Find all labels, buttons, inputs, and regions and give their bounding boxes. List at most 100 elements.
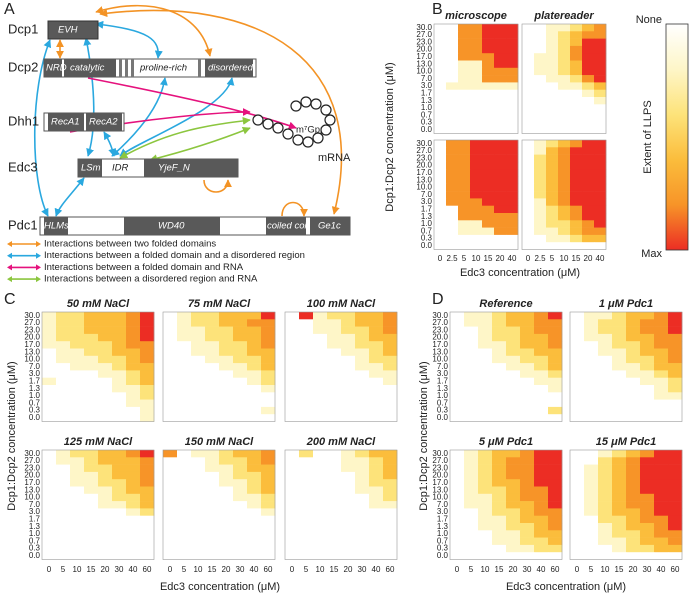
heatmap-cell (640, 515, 655, 524)
heatmap-cell (233, 537, 248, 546)
heatmap-cell (285, 508, 300, 516)
y-tick-label: 0.0 (421, 125, 433, 134)
heatmap-cell (126, 392, 141, 400)
heatmap-cell (434, 242, 447, 250)
heatmap-cell (219, 464, 234, 473)
heatmap-cell (612, 385, 627, 393)
heatmap-cell (285, 493, 300, 502)
heatmap-cell (205, 508, 220, 516)
heatmap-cell (612, 377, 627, 386)
heatmap-cell (598, 450, 613, 458)
heatmap-cell (558, 24, 571, 32)
heatmap-cell (546, 111, 559, 120)
heatmap-cell (654, 515, 669, 524)
heatmap-cell (341, 457, 356, 465)
heatmap-cell (70, 399, 85, 408)
heatmap-cell (219, 348, 234, 357)
heatmap-cell (327, 515, 342, 524)
heatmap-cell (140, 333, 155, 342)
heatmap-cell (163, 515, 178, 524)
heatmap-cell (654, 493, 669, 502)
heatmap-cell (450, 385, 465, 393)
heatmap-cell (582, 154, 595, 163)
heatmap-cell (140, 479, 155, 487)
heatmap-cell (534, 75, 547, 83)
heatmap-cell (654, 319, 669, 327)
heatmap-cell (482, 213, 495, 221)
heatmap-cell (261, 363, 276, 371)
heatmap-cell (464, 457, 479, 465)
heatmap-cell (626, 464, 641, 473)
heatmap-cell (219, 523, 234, 531)
heatmap-cell (594, 227, 607, 236)
heatmap-cell (594, 24, 607, 32)
heatmap-cell (355, 486, 370, 495)
heatmap-cell (285, 450, 300, 458)
x-tick-label: 20 (344, 565, 353, 574)
heatmap-cell (640, 319, 655, 327)
heatmap-cell (42, 399, 57, 408)
heatmap-cell (546, 176, 559, 185)
heatmap-cell (126, 377, 141, 386)
heatmap-cell (327, 333, 342, 342)
heatmap-cell (668, 493, 683, 502)
heatmap-cell (56, 486, 71, 495)
heatmap-cell (506, 126, 519, 134)
heatmap-cell (546, 31, 559, 39)
heatmap-cell (205, 319, 220, 327)
heatmap-cell (582, 191, 595, 199)
heatmap-cell (570, 537, 585, 546)
domain-label: EVH (58, 25, 78, 36)
heatmap-cell (584, 406, 599, 415)
heatmap-cell (458, 183, 471, 192)
heatmap-cell (355, 319, 370, 327)
heatmap-cell (598, 523, 613, 531)
heatmap-cell (233, 370, 248, 378)
heatmap-cell (56, 341, 71, 349)
heatmap-cell (327, 501, 342, 509)
heatmap-cell (598, 501, 613, 509)
heatmap-cell (191, 479, 206, 487)
heatmap-cell (56, 326, 71, 335)
heatmap-cell (261, 552, 276, 560)
heatmap-cell (598, 312, 613, 320)
heatmap-cell (494, 24, 507, 32)
heatmap-cell (70, 385, 85, 393)
heatmap-cell (355, 377, 370, 386)
heatmap-cell (548, 341, 563, 349)
heatmap-cell (313, 392, 328, 400)
heatmap-cell (233, 326, 248, 335)
y-tick-label: 0.7 (421, 110, 433, 119)
heatmap-cell (205, 486, 220, 495)
heatmap-cell (668, 319, 683, 327)
y-tick-label: 1.3 (437, 384, 449, 393)
heatmap-cell (522, 111, 535, 120)
heatmap-cell (594, 82, 607, 90)
heatmap-cell (56, 501, 71, 509)
x-tick-label: 0 (575, 565, 580, 574)
heatmap-cell (42, 515, 57, 524)
heatmap-cell (478, 493, 493, 502)
heatmap-cell (285, 392, 300, 400)
heatmap-cell (654, 486, 669, 495)
heatmap-cell (450, 501, 465, 509)
heatmap-cell (446, 118, 459, 127)
heatmap-cell (450, 333, 465, 342)
heatmap-cell (654, 537, 669, 546)
heatmap-cell (494, 45, 507, 54)
heatmap-cell (520, 450, 535, 458)
heatmap-cell (582, 75, 595, 83)
heatmap-cell (492, 515, 507, 524)
heatmap-cell (112, 333, 127, 342)
heatmap-cell (626, 450, 641, 458)
heatmap-cell (548, 537, 563, 546)
x-tick-label: 5 (469, 565, 474, 574)
heatmap-cell (626, 537, 641, 546)
heatmap-cell (534, 60, 547, 69)
heatmap-cell (492, 312, 507, 320)
heatmap-cell (612, 399, 627, 408)
heatmap-cell (598, 363, 613, 371)
heatmap-cell (534, 89, 547, 98)
heatmap-cell (42, 385, 57, 393)
heatmap-cell (205, 479, 220, 487)
